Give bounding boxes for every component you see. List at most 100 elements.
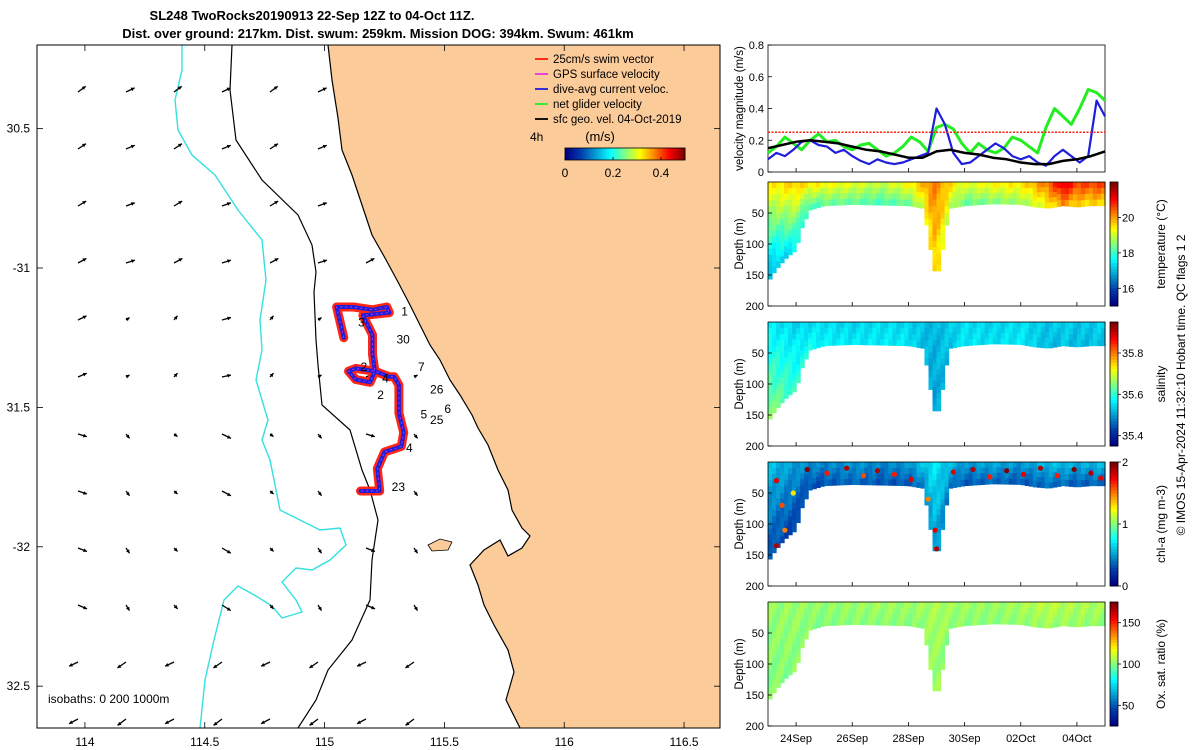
section-cell: [788, 328, 793, 335]
section-cell: [1040, 472, 1046, 478]
section-cell: [924, 218, 930, 226]
section-cell: [836, 607, 841, 615]
section-cell: [768, 656, 773, 664]
section-cell: [944, 346, 950, 354]
section-cell: [792, 485, 797, 492]
section-cell: [768, 400, 773, 408]
section-cell: [996, 612, 1002, 619]
section-cell: [1056, 462, 1062, 469]
section-cell: [920, 202, 926, 209]
colorbar-cell: [599, 148, 602, 160]
section-cell: [940, 322, 946, 329]
section-cell: [984, 333, 990, 340]
map-ytick-label: -32: [13, 540, 31, 554]
section-cell: [776, 370, 781, 378]
geo-vector-head: [269, 490, 274, 495]
section-cell: [1068, 188, 1074, 195]
section-colorbar-cell: [1110, 471, 1118, 475]
section-cell: [860, 618, 865, 626]
section-colorbar-cell: [1110, 620, 1118, 625]
section-cell: [1056, 188, 1062, 195]
section-cell: [880, 607, 885, 615]
section-cell: [928, 364, 934, 372]
chl-hotspot: [773, 478, 780, 484]
section-cell: [972, 607, 978, 615]
section-cell: [928, 224, 934, 232]
section-cell: [976, 193, 982, 200]
section-cell: [916, 182, 922, 188]
chl-hotspot: [860, 473, 867, 479]
section-cell: [788, 522, 793, 530]
section-colorbar-cell: [1110, 670, 1118, 674]
section-cell: [940, 383, 946, 390]
section-cell: [832, 327, 837, 335]
section-cell: [828, 333, 833, 341]
section-cell: [980, 338, 986, 345]
section-cell: [864, 478, 869, 486]
section-cell: [808, 462, 813, 469]
section-cell: [796, 230, 801, 237]
section-cell: [940, 212, 946, 220]
section-cell: [936, 607, 942, 615]
section-cell: [972, 602, 978, 609]
section-cell: [772, 406, 777, 414]
section-cell: [908, 199, 914, 207]
section-colorbar-cell: [1110, 408, 1118, 413]
section-cell: [1008, 182, 1014, 189]
section-cell: [932, 485, 938, 493]
geo-vector-head: [317, 374, 322, 379]
section-cell: [916, 337, 922, 343]
section-cell: [844, 187, 849, 194]
section-cell: [948, 477, 954, 484]
section-cell: [816, 462, 821, 468]
section-cell: [944, 218, 950, 226]
section-cell: [792, 619, 797, 626]
section-cell: [1080, 462, 1086, 469]
figure-title-line2: Dist. over ground: 217km. Dist. swum: 25…: [122, 26, 634, 41]
section-cell: [772, 650, 777, 657]
chl-hotspot: [1088, 470, 1094, 476]
section-cell: [888, 602, 893, 609]
track-day-label: 23: [392, 480, 406, 494]
section-cell: [880, 462, 885, 469]
section-cell: [1036, 332, 1042, 338]
track-day-label: 2: [377, 388, 384, 402]
section-cell: [792, 234, 797, 241]
section-cell: [772, 540, 777, 548]
section-cell: [956, 602, 962, 609]
colorbar-cell: [575, 148, 578, 160]
section-cell: [936, 327, 942, 335]
section-cell: [792, 625, 797, 632]
section-cell: [896, 193, 901, 201]
geo-vector-head: [83, 605, 87, 610]
section-cell: [1012, 198, 1018, 205]
section-cell: [1044, 482, 1050, 489]
section-cell: [972, 462, 978, 469]
section-colorbar-cell: [1110, 468, 1118, 472]
section-cell: [976, 198, 982, 206]
section-cell: [784, 246, 789, 253]
section-cell: [804, 626, 809, 634]
section-cell: [824, 193, 829, 201]
section-cell: [824, 462, 829, 469]
section-cell: [936, 613, 942, 621]
section-cell: [1016, 327, 1022, 334]
section-cell: [780, 225, 785, 233]
section-cell: [772, 358, 777, 365]
section-cell: [1064, 327, 1070, 335]
section-cell: [776, 261, 781, 268]
geo-vector-head: [178, 258, 183, 262]
section-cell: [780, 206, 785, 214]
section-colorbar-tick-label: 35.8: [1122, 348, 1143, 360]
section-cell: [880, 613, 885, 620]
section-cell: [880, 322, 885, 329]
section-cell: [904, 619, 910, 627]
section-cell: [772, 668, 777, 676]
section-cell: [1076, 340, 1082, 348]
section-cell: [1100, 479, 1106, 487]
section-cell: [1000, 198, 1006, 205]
section-cell: [948, 602, 954, 608]
section-cell: [872, 187, 877, 194]
